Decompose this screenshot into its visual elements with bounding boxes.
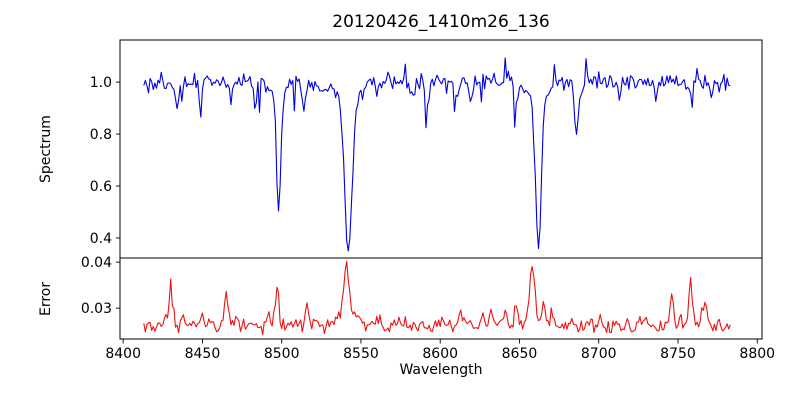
y-tick-label: 0.03 [81,301,112,317]
y-tick-label: 0.6 [90,179,112,195]
axes-frame-spectrum [119,39,763,259]
x-axis-label: Wavelength [399,362,483,378]
y-tick-label: 0.4 [90,231,112,247]
y-tick-label: 0.8 [90,127,112,143]
x-tick-label: 8700 [581,346,617,362]
axes-frame-error [119,257,763,340]
x-tick-label: 8450 [185,346,221,362]
spectrum-line [143,57,731,252]
x-tick-label: 8650 [502,346,538,362]
y-tick-label: 0.04 [81,255,112,271]
x-tick-label: 8500 [264,346,300,362]
y-tick-label: 1.0 [90,75,112,91]
x-tick-label: 8800 [739,346,775,362]
plot-title: 20120426_1410m26_136 [332,12,550,32]
x-tick-label: 8550 [343,346,379,362]
x-tick-label: 8750 [660,346,696,362]
error-line [143,260,731,336]
x-tick-label: 8600 [422,346,458,362]
x-tick-label: 8400 [105,346,141,362]
